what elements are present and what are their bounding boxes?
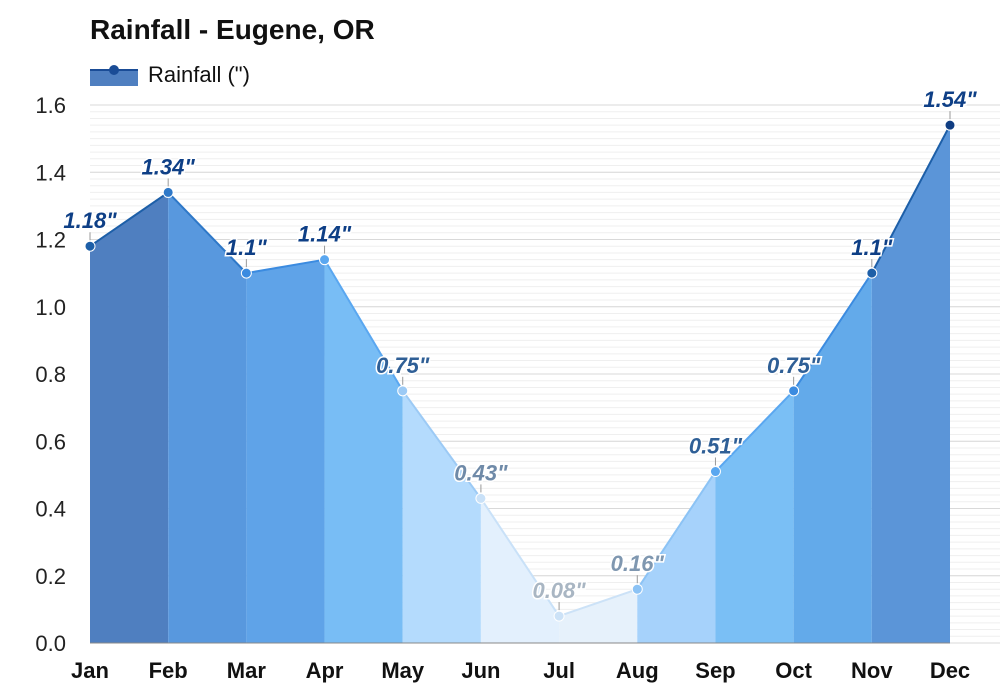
x-tick-label: Jun	[461, 658, 500, 683]
data-label: 0.75"	[376, 353, 430, 378]
data-label: 1.18"	[63, 208, 117, 233]
y-tick-label: 1.2	[35, 228, 66, 253]
area-series	[90, 125, 950, 644]
series-line-segment	[558, 588, 638, 618]
data-label: 0.16"	[611, 551, 665, 576]
area-segment	[793, 273, 872, 643]
area-segment	[246, 259, 325, 643]
data-point	[397, 385, 409, 397]
series-line-segment	[636, 470, 717, 590]
data-point	[631, 583, 643, 595]
data-point	[240, 267, 252, 279]
area-segment	[324, 259, 403, 643]
series-line-segment	[480, 497, 560, 617]
area-segment	[637, 471, 716, 643]
data-point	[475, 492, 487, 504]
area-segment	[480, 498, 560, 643]
x-axis: Jan Feb Mar Apr May Jun Jul Aug Sep Oct Nov Dec	[71, 642, 970, 683]
series-line-segment	[714, 390, 795, 473]
x-tick-label: Jan	[71, 658, 109, 683]
data-label: 1.34"	[142, 154, 196, 179]
y-tick-label: 0.8	[35, 362, 66, 387]
data-point	[319, 254, 331, 266]
data-label: 0.43"	[454, 460, 508, 485]
x-tick-label: May	[381, 658, 425, 683]
data-point	[84, 240, 96, 252]
x-tick-label: Dec	[930, 658, 970, 683]
legend: Rainfall (")	[90, 60, 250, 90]
chart-title: Rainfall - Eugene, OR	[90, 14, 375, 45]
x-tick-label: Oct	[775, 658, 812, 683]
data-label: 1.1"	[851, 235, 893, 260]
series-line-segment	[246, 258, 325, 275]
data-points	[84, 119, 956, 622]
legend-label: Rainfall (")	[148, 62, 250, 87]
x-tick-label: Apr	[306, 658, 344, 683]
x-tick-label: Jul	[543, 658, 575, 683]
series-line	[89, 124, 951, 618]
series-line-segment	[792, 272, 873, 392]
data-point	[788, 385, 800, 397]
series-line-segment	[870, 124, 951, 274]
data-point	[944, 119, 956, 131]
series-line-segment	[89, 191, 169, 248]
data-label: 0.51"	[689, 434, 743, 459]
series-line-segment	[167, 191, 248, 274]
y-tick-label: 0.0	[35, 631, 66, 656]
x-tick-label: Feb	[149, 658, 188, 683]
data-labels: 1.18" 1.34" 1.1" 1.14" 0.75" 0.43" 0.08" 0.16" 0…	[62, 86, 979, 611]
y-tick-label: 0.4	[35, 497, 66, 522]
y-tick-label: 1.4	[35, 160, 66, 185]
area-segment	[90, 192, 169, 644]
data-label: 1.54"	[923, 87, 977, 112]
data-label: 1.1"	[226, 235, 268, 260]
area-segment	[871, 125, 950, 644]
y-tick-label: 1.0	[35, 295, 66, 320]
y-tick-label: 0.6	[35, 429, 66, 454]
data-label: 0.75"	[767, 353, 821, 378]
x-tick-label: Mar	[227, 658, 267, 683]
area-segment	[559, 589, 638, 643]
y-tick-label: 0.2	[35, 564, 66, 589]
area-segment	[715, 390, 794, 643]
x-tick-label: Aug	[616, 658, 659, 683]
area-segment	[168, 192, 247, 644]
data-label: 1.14"	[298, 222, 352, 247]
y-tick-label: 1.6	[35, 93, 66, 118]
legend-swatch	[90, 64, 138, 86]
x-tick-label: Sep	[695, 658, 735, 683]
data-label: 0.08"	[532, 578, 586, 603]
y-axis: 0.0 0.2 0.4 0.6 0.8 1.0 1.2 1.4 1.6	[35, 93, 66, 656]
area-segment	[402, 390, 481, 643]
series-line-segment	[323, 259, 404, 392]
data-point	[553, 610, 565, 622]
series-line-segment	[401, 390, 482, 500]
x-tick-label: Nov	[851, 658, 893, 683]
data-point	[162, 186, 174, 198]
data-point	[709, 466, 721, 478]
data-point	[866, 267, 878, 279]
